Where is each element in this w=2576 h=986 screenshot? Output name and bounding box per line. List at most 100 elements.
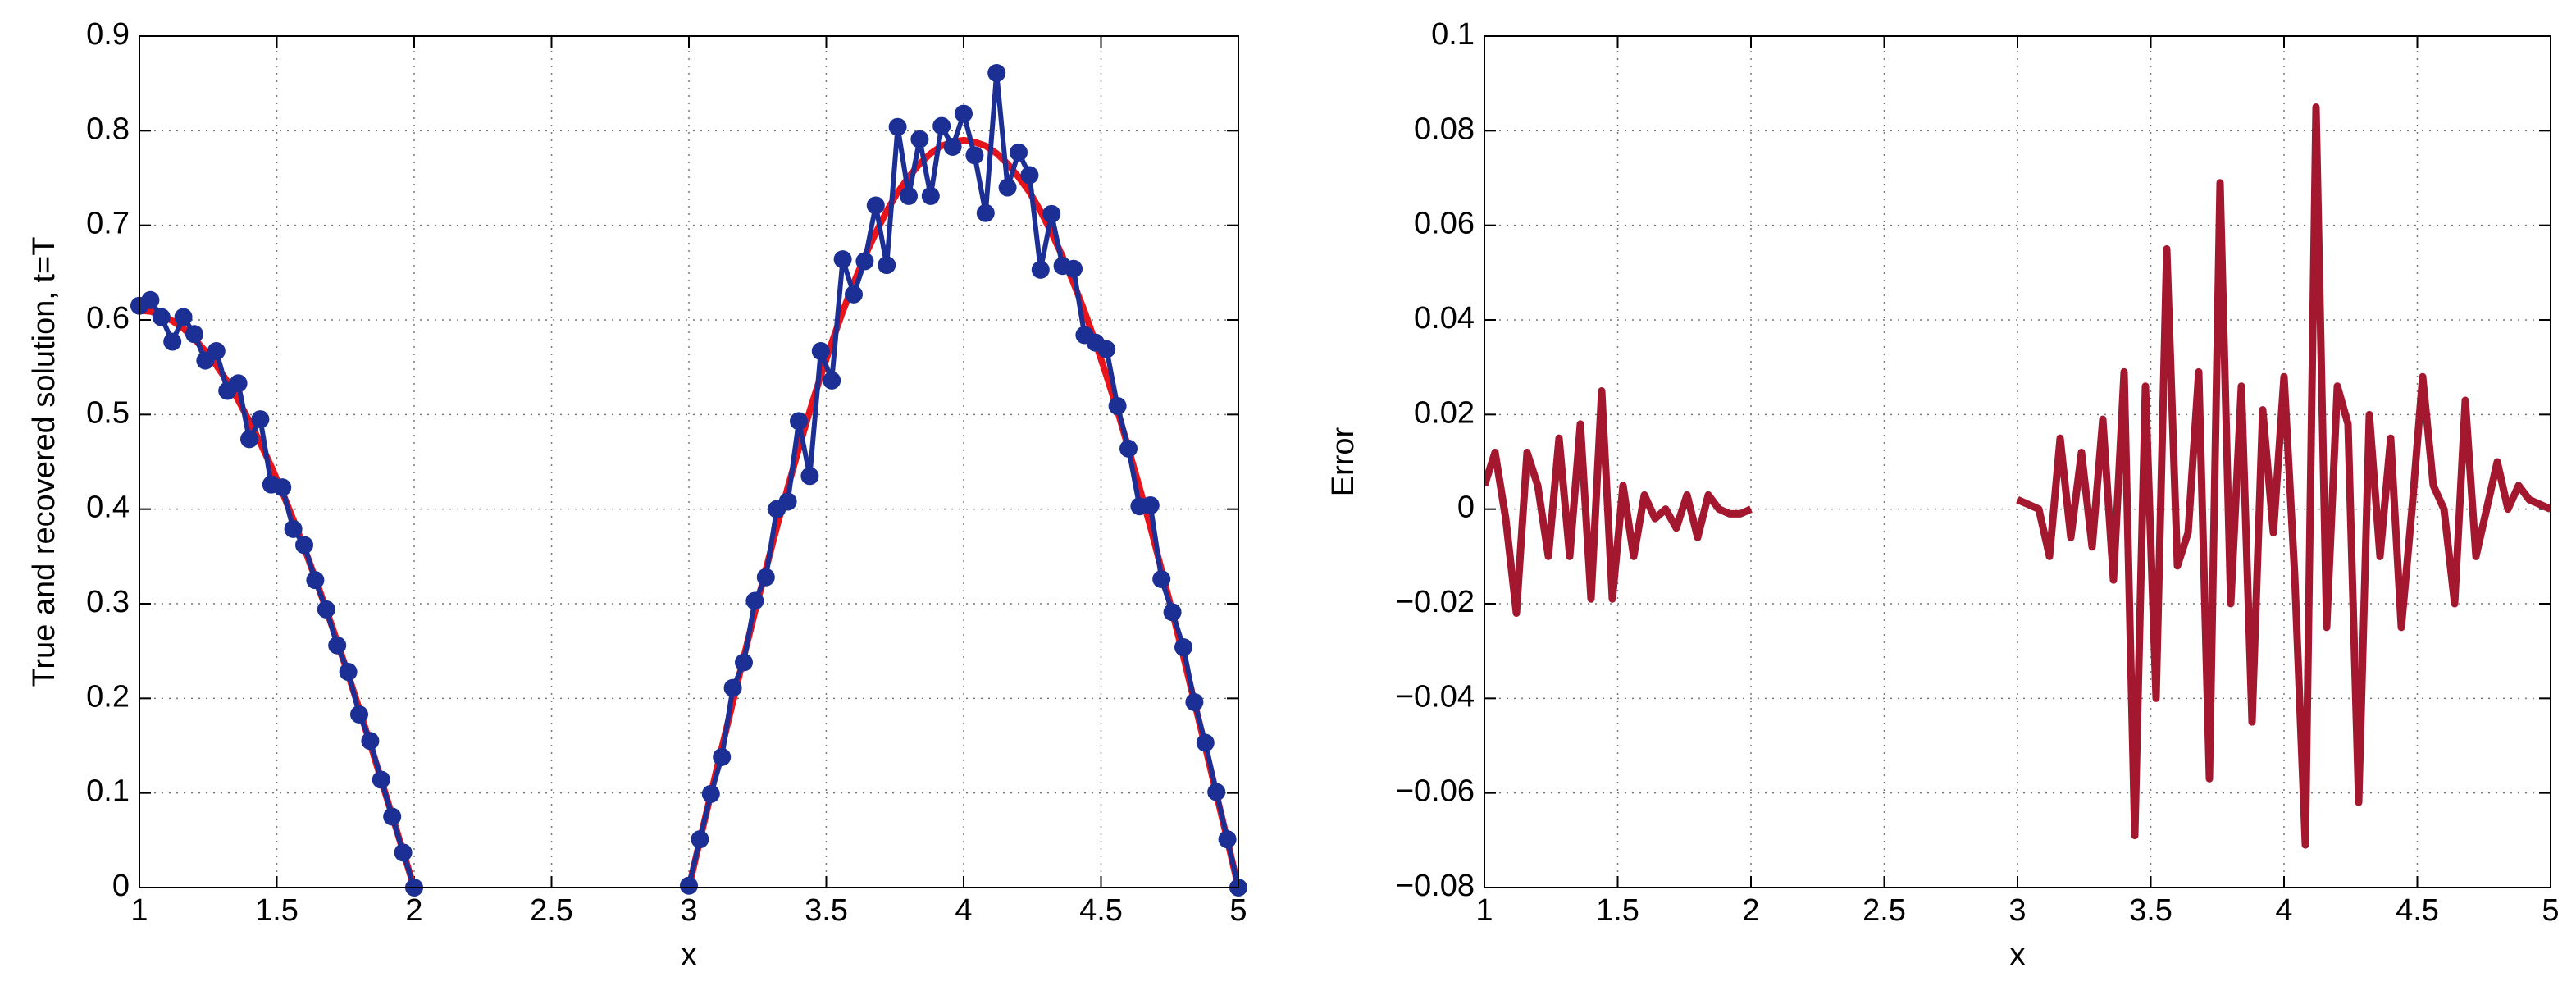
marker xyxy=(207,342,226,361)
marker xyxy=(317,600,335,619)
marker xyxy=(987,63,1006,82)
marker xyxy=(350,705,368,724)
marker xyxy=(900,186,918,205)
y-tick-label: −0.06 xyxy=(1396,774,1475,809)
marker xyxy=(295,536,313,555)
y-tick-label: −0.08 xyxy=(1396,869,1475,903)
marker xyxy=(141,290,160,309)
marker xyxy=(1185,692,1204,711)
marker xyxy=(955,104,973,123)
marker xyxy=(723,678,742,697)
marker xyxy=(1020,166,1039,185)
marker xyxy=(823,371,841,390)
marker xyxy=(756,568,775,587)
marker xyxy=(1152,570,1171,589)
y-axis-label: Error xyxy=(1326,427,1361,496)
y-tick-label: 0.06 xyxy=(1414,207,1475,241)
marker xyxy=(383,807,402,826)
axes-box xyxy=(139,35,1239,888)
marker xyxy=(1108,396,1127,415)
marker xyxy=(998,178,1017,197)
marker xyxy=(1207,783,1226,801)
y-tick-label: 0 xyxy=(1457,491,1475,525)
marker xyxy=(845,285,863,304)
marker xyxy=(910,130,929,148)
y-tick-label: 0.2 xyxy=(86,679,130,714)
marker xyxy=(878,256,896,275)
y-axis-label: True and recovered solution, t=T xyxy=(27,237,62,687)
x-tick-label: 4 xyxy=(2275,893,2292,928)
y-tick-label: 0.3 xyxy=(86,585,130,619)
x-tick-label: 4.5 xyxy=(2396,893,2439,928)
marker xyxy=(790,412,808,431)
marker xyxy=(328,636,347,655)
marker xyxy=(273,478,292,497)
marker xyxy=(1174,638,1192,657)
x-tick-label: 3.5 xyxy=(805,893,848,928)
marker xyxy=(251,410,270,429)
marker xyxy=(1163,603,1182,622)
marker xyxy=(163,332,182,351)
x-tick-label: 4 xyxy=(955,893,972,928)
x-tick-label: 2 xyxy=(1742,893,1759,928)
marker xyxy=(745,591,764,610)
x-tick-label: 4.5 xyxy=(1079,893,1123,928)
x-tick-label: 1 xyxy=(130,893,148,928)
marker xyxy=(833,250,852,269)
marker xyxy=(1042,204,1061,223)
marker xyxy=(965,146,984,165)
y-tick-label: −0.02 xyxy=(1396,585,1475,619)
x-tick-label: 5 xyxy=(1229,893,1247,928)
marker xyxy=(1196,733,1215,752)
marker xyxy=(932,116,951,135)
marker xyxy=(701,784,720,803)
marker xyxy=(691,830,709,849)
y-tick-label: 0.04 xyxy=(1414,301,1475,336)
y-tick-label: 0.8 xyxy=(86,112,130,146)
x-tick-label: 2.5 xyxy=(1862,893,1906,928)
marker xyxy=(284,519,303,538)
marker xyxy=(1010,143,1028,162)
marker xyxy=(1141,496,1160,515)
y-tick-label: 0.9 xyxy=(86,17,130,52)
marker xyxy=(174,308,193,326)
x-axis-label: x xyxy=(2010,938,2026,972)
x-tick-label: 5 xyxy=(2542,893,2559,928)
axes: 1 1.5 2 2.5 3 3.5 4 4.5 5 −0.08 −0.06 −0.04 −0.02 0 0.… xyxy=(1326,17,2560,972)
marker xyxy=(800,467,819,486)
x-tick-label: 3.5 xyxy=(2129,893,2173,928)
x-axis-label: x xyxy=(682,938,697,972)
y-tick-label: 0.1 xyxy=(86,774,130,809)
y-tick-label: 0.1 xyxy=(1431,17,1475,52)
marker xyxy=(888,117,907,136)
marker xyxy=(152,308,171,326)
marker xyxy=(372,770,390,789)
x-tick-label: 1.5 xyxy=(1596,893,1639,928)
marker xyxy=(229,374,248,393)
y-tick-label: 0.02 xyxy=(1414,395,1475,430)
x-tick-label: 3 xyxy=(2008,893,2026,928)
marker xyxy=(306,571,325,590)
y-tick-label: 0.4 xyxy=(86,491,130,525)
marker xyxy=(855,252,874,271)
marker xyxy=(339,663,358,682)
axes: 1 1.5 2 2.5 3 3.5 4 4.5 5 0 0.1 0.2 0.3 0.4 0.5 0.6 0.7 0… xyxy=(27,17,1247,972)
y-tick-label: 0.6 xyxy=(86,301,130,336)
marker xyxy=(735,653,753,672)
x-tick-label: 1 xyxy=(1475,893,1493,928)
marker xyxy=(921,186,940,205)
x-tick-label: 2 xyxy=(405,893,422,928)
marker xyxy=(943,137,962,156)
y-tick-label: 0.5 xyxy=(86,395,130,430)
marker xyxy=(713,747,732,766)
y-tick-label: −0.04 xyxy=(1396,679,1475,714)
y-tick-label: 0.7 xyxy=(86,207,130,241)
marker xyxy=(1218,830,1237,849)
y-tick-label: 0.08 xyxy=(1414,112,1475,146)
marker xyxy=(1097,340,1116,358)
axes-box xyxy=(1484,35,2551,888)
marker xyxy=(1065,259,1083,278)
marker xyxy=(811,342,830,361)
x-tick-label: 2.5 xyxy=(530,893,573,928)
x-tick-label: 3 xyxy=(680,893,697,928)
